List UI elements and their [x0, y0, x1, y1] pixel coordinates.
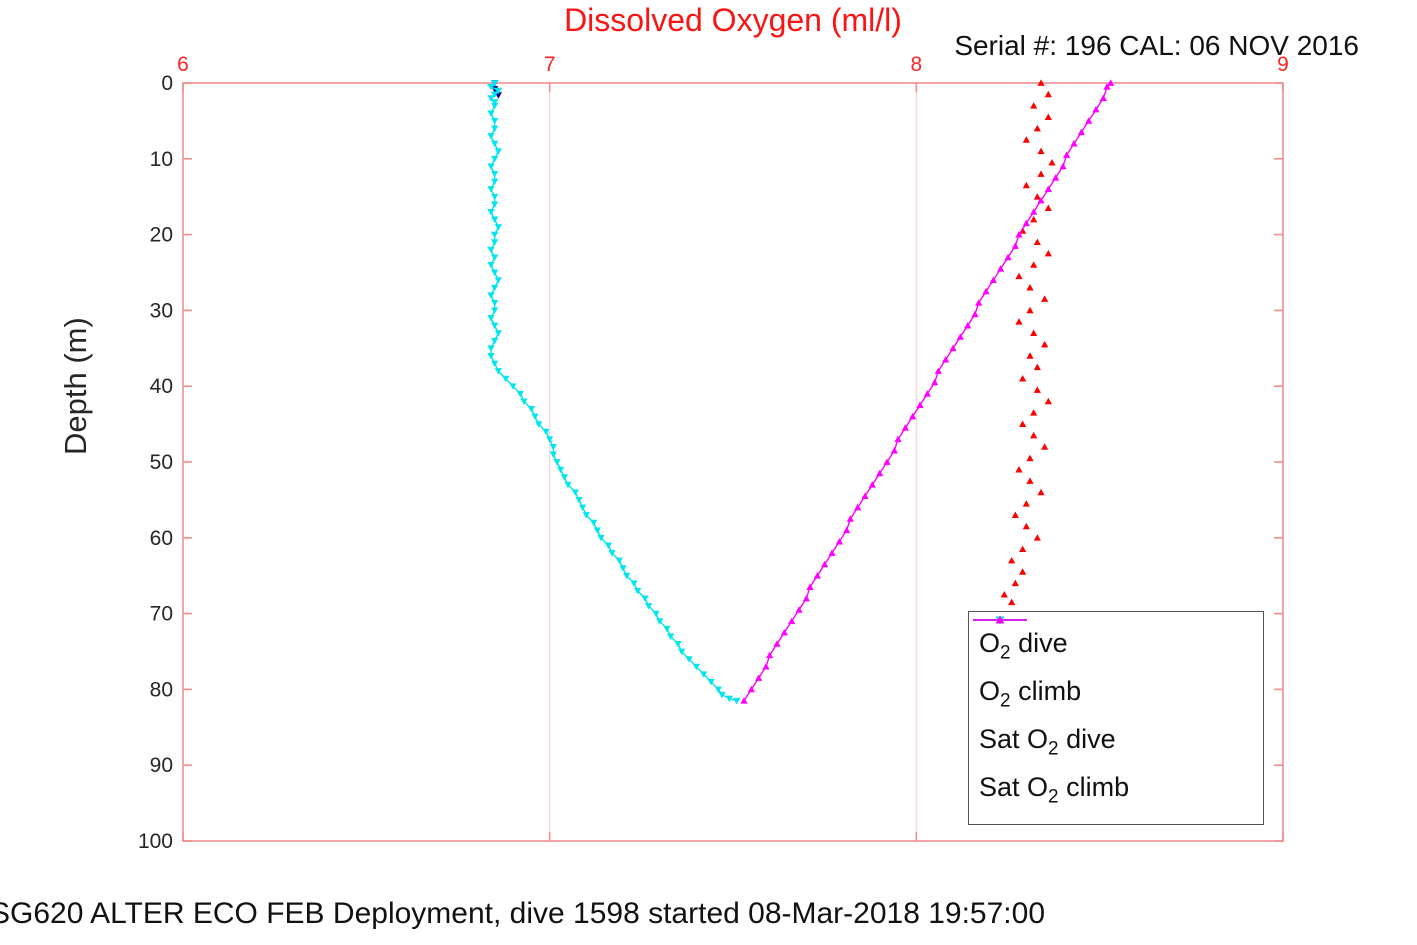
legend-label-o2-dive: O2 dive: [979, 627, 1068, 664]
y-tick-label: 50: [150, 451, 173, 474]
legend-marker-sat-o2-climb: [973, 615, 1027, 624]
x-tick-label: 9: [1277, 53, 1289, 76]
deployment-footer-text: SG620 ALTER ECO FEB Deployment, dive 159…: [0, 897, 1046, 930]
y-tick-label: 100: [138, 830, 173, 853]
y-tick-label: 30: [150, 299, 173, 322]
series-markers-o2-climb: [1000, 79, 1056, 606]
legend-box: O2 dive O2 climb Sat O2 dive Sat O2 climb: [968, 611, 1264, 825]
serial-cal-text: Serial #: 196 CAL: 06 NOV 2016: [954, 30, 1359, 61]
y-tick-label: 40: [150, 375, 173, 398]
legend-item-o2-dive: O2 dive: [973, 616, 1255, 670]
series-markers-sat-o2-dive: [487, 80, 741, 705]
x-tick-label: 7: [544, 53, 556, 76]
legend-label-sat-o2-climb: Sat O2 climb: [979, 771, 1130, 808]
series-markers-sat-o2-climb: [740, 79, 1115, 704]
legend-item-o2-climb: O2 climb: [973, 615, 1255, 718]
y-tick-label: 0: [161, 72, 173, 95]
legend-item-sat-o2-climb: Sat O2 climb: [973, 615, 1255, 814]
legend-label-o2-climb: O2 climb: [979, 675, 1082, 712]
x-tick-label: 8: [910, 53, 922, 76]
series-line-sat-o2-dive: [489, 82, 737, 702]
x-tick-label: 6: [177, 53, 189, 76]
y-tick-label: 20: [150, 224, 173, 247]
chart-title: Dissolved Oxygen (ml/l): [564, 2, 902, 38]
legend-label-sat-o2-dive: Sat O2 dive: [979, 723, 1116, 760]
y-tick-label: 90: [150, 754, 173, 777]
y-tick-label: 60: [150, 527, 173, 550]
y-tick-label: 10: [150, 148, 173, 171]
legend-item-sat-o2-dive: Sat O2 dive: [973, 616, 1255, 766]
y-tick-label: 70: [150, 603, 173, 626]
y-tick-label: 80: [150, 678, 173, 701]
